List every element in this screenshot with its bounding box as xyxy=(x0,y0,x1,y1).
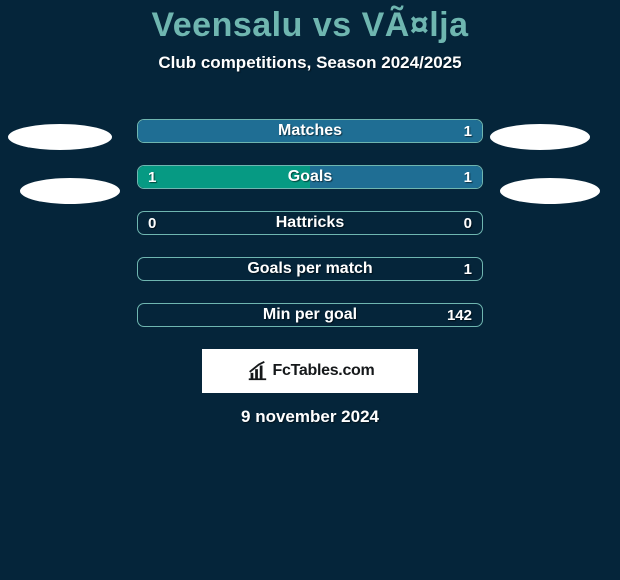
oval-left-1 xyxy=(8,124,112,150)
stat-value-right: 1 xyxy=(464,166,472,188)
stat-value-right: 142 xyxy=(447,304,472,326)
date-text: 9 november 2024 xyxy=(0,407,620,427)
stat-row: Goals per match1 xyxy=(137,257,483,281)
stat-row: Goals1 1 xyxy=(137,165,483,189)
page-title: Veensalu vs VÃ¤lja xyxy=(0,0,620,45)
stat-value-left: 0 xyxy=(148,212,156,234)
stat-label: Matches xyxy=(138,120,482,142)
stat-value-right: 1 xyxy=(464,258,472,280)
brand-text: FcTables.com xyxy=(273,362,375,380)
oval-left-2 xyxy=(20,178,120,204)
stat-row: Matches1 xyxy=(137,119,483,143)
oval-right-2 xyxy=(500,178,600,204)
stats-container: Matches1Goals11Hattricks00Goals per matc… xyxy=(137,119,483,327)
stat-label: Goals xyxy=(138,166,482,188)
stat-value-right: 0 xyxy=(464,212,472,234)
oval-right-1 xyxy=(490,124,590,150)
brand-badge[interactable]: FcTables.com xyxy=(202,349,418,393)
stat-label: Goals per match xyxy=(138,258,482,280)
stat-label: Min per goal xyxy=(138,304,482,326)
page-subtitle: Club competitions, Season 2024/2025 xyxy=(0,53,620,73)
stat-row: Hattricks0 0 xyxy=(137,211,483,235)
stat-row: Min per goal142 xyxy=(137,303,483,327)
stat-value-right: 1 xyxy=(464,120,472,142)
stat-value-left: 1 xyxy=(148,166,156,188)
chart-bar-icon xyxy=(246,360,268,382)
stat-label: Hattricks xyxy=(138,212,482,234)
